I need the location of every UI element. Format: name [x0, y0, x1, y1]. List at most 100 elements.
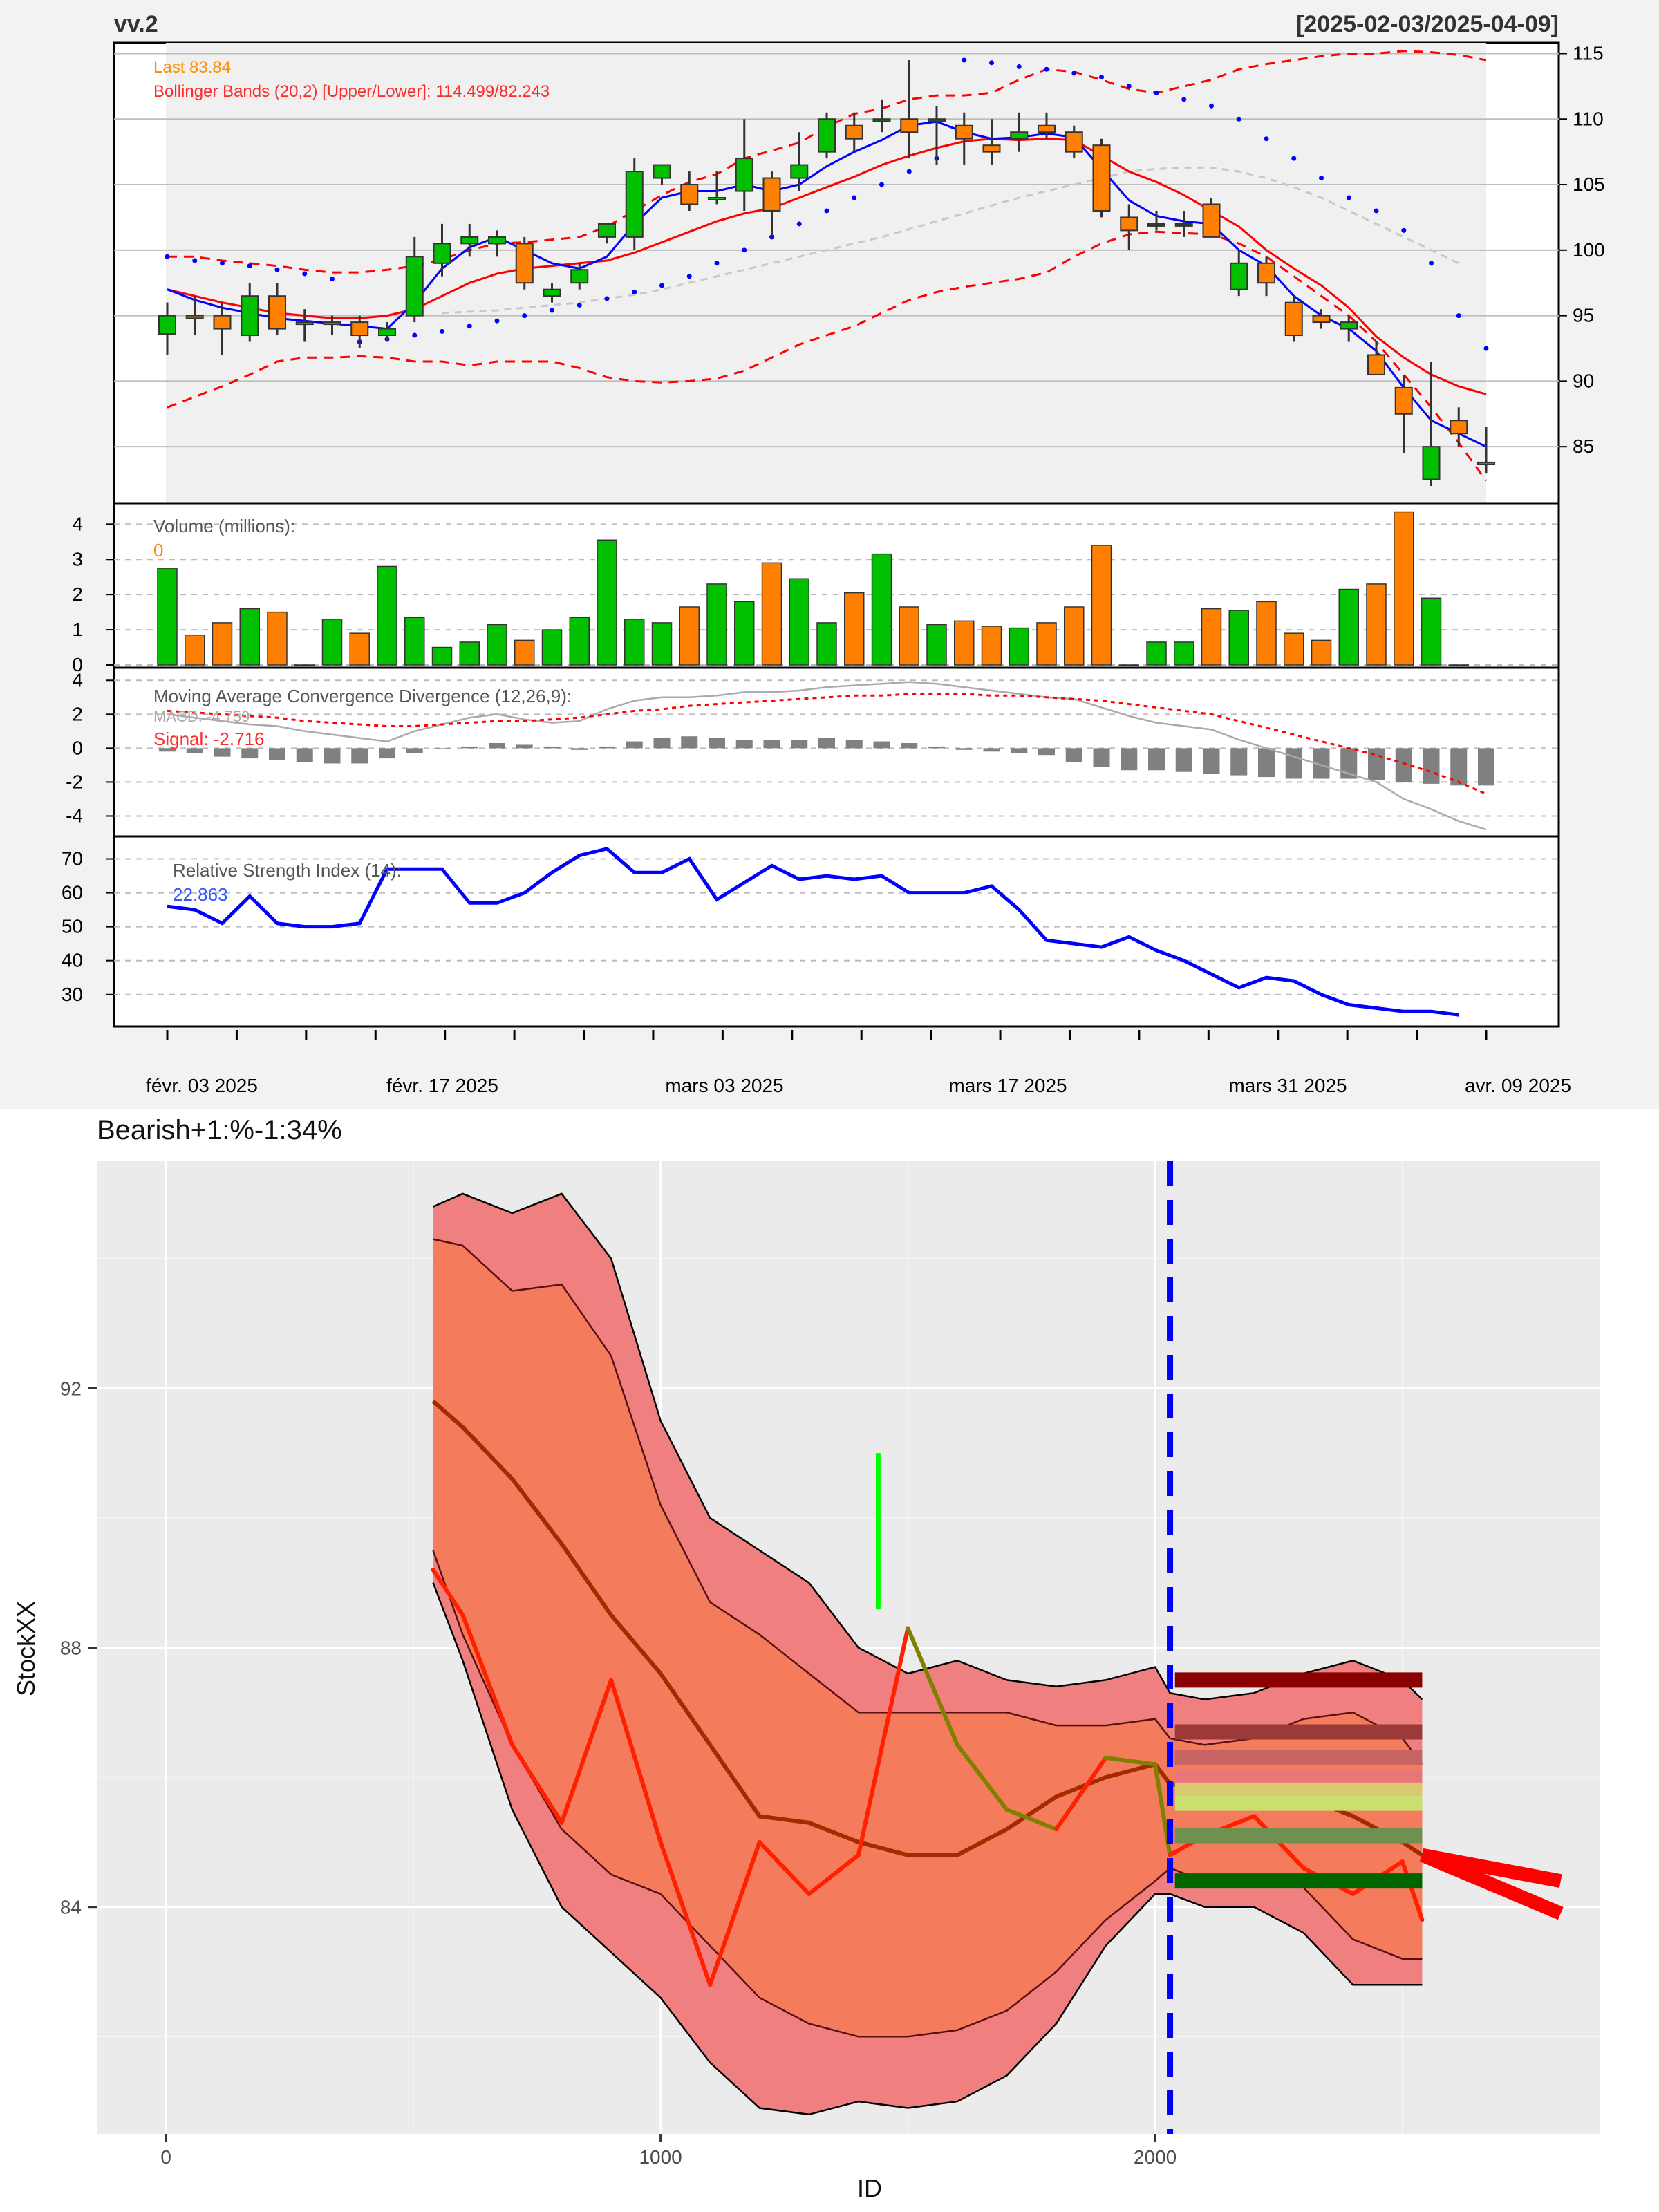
sar-dot	[302, 271, 308, 276]
volume-bar	[1228, 610, 1249, 666]
volume-bar	[761, 562, 782, 666]
candle-body	[1010, 131, 1029, 140]
sar-dot	[1374, 208, 1379, 214]
forecast-levels	[1167, 1161, 1564, 2134]
macd-histogram-bar	[1258, 748, 1275, 778]
sar-dot	[962, 57, 967, 63]
price-segment	[431, 1567, 465, 1618]
macd-histogram-bar	[1230, 748, 1248, 776]
sar-dot	[632, 289, 637, 294]
macd-histogram-bar	[269, 748, 285, 760]
candle-body	[1174, 223, 1193, 227]
sar-dot	[1071, 71, 1077, 76]
macd-histogram-bar	[406, 748, 423, 753]
price-segment	[708, 1839, 762, 1987]
candle-body	[1202, 203, 1221, 238]
volume-bar	[1421, 597, 1442, 666]
macd-lines	[167, 681, 1487, 831]
sar-dot	[165, 254, 170, 259]
price-tick-label: 85	[1573, 435, 1594, 457]
candle-body	[928, 118, 946, 122]
volume-bar	[431, 646, 453, 666]
volume-tick-label: 3	[72, 548, 83, 570]
date-tick-label: mars 03 2025	[665, 1075, 783, 1096]
volume-bar	[1448, 664, 1469, 666]
price-segment	[906, 1626, 959, 1747]
sar-dot	[550, 308, 554, 313]
macd-histogram-bar	[791, 740, 808, 749]
volume-tick-label: 1	[72, 619, 83, 640]
macd-histogram-bar	[1093, 748, 1110, 767]
volume-bar	[1036, 622, 1057, 666]
macd-histogram-bar	[1285, 748, 1302, 779]
macd-histogram-bar	[763, 740, 780, 749]
macd-line	[167, 681, 1487, 831]
macd-histogram-bar	[873, 741, 890, 749]
candle-body	[1147, 223, 1165, 227]
candle-body	[213, 315, 232, 330]
price-segment	[1103, 1755, 1158, 1767]
last-price-label: Last 83.84	[153, 58, 231, 77]
rsi-panel: 30 40 50 60 70 Relative Strength Index (14):…	[62, 835, 1560, 1028]
sar-dot	[906, 169, 912, 174]
volume-bar	[597, 539, 617, 666]
macd-histogram-bar	[1395, 748, 1412, 782]
sar-dot	[1016, 64, 1022, 69]
volume-bar	[1118, 664, 1139, 666]
signal-label: Signal: -2.716	[153, 729, 264, 749]
candle-body	[295, 321, 314, 326]
macd-histogram-bar	[901, 743, 918, 749]
candle-body	[241, 295, 259, 337]
candle-body	[762, 177, 781, 212]
sar-dot	[1044, 66, 1049, 72]
sar-dot	[412, 332, 418, 338]
candle-body	[488, 236, 506, 245]
volume-bar	[624, 619, 645, 666]
rsi-grid	[114, 858, 1559, 995]
sar-dot	[604, 296, 610, 301]
macd-tick-label: 0	[72, 737, 83, 758]
candle-body	[982, 144, 1001, 153]
top-chart-title: vv.2	[114, 11, 158, 37]
candle-body	[1120, 216, 1138, 232]
macd-tick-label: -2	[66, 771, 83, 792]
bottom-chart-title: Bearish+1:%-1:34%	[97, 1115, 342, 1145]
volume-bar	[514, 639, 535, 666]
rsi-path	[167, 847, 1459, 1017]
candle-body	[1230, 262, 1248, 290]
macd-tick-label: 4	[72, 669, 83, 691]
volume-bar	[1394, 511, 1414, 666]
price-tick-label: 115	[1573, 42, 1604, 64]
candle-body	[653, 164, 671, 179]
sar-dot	[1346, 195, 1351, 200]
price-shade	[166, 43, 1486, 503]
candle-body	[1257, 262, 1275, 284]
sar-dot	[1401, 227, 1407, 233]
volume-bar	[321, 619, 343, 666]
sar-dot	[1181, 97, 1187, 102]
volume-bar	[954, 620, 975, 666]
sar-dot	[879, 182, 884, 187]
rsi-value: 22.863	[173, 884, 228, 905]
price-tick-label: 95	[1573, 305, 1594, 326]
rsi-line	[167, 847, 1459, 1017]
candle-body	[625, 171, 644, 238]
volume-bar	[679, 606, 700, 666]
macd-histogram-bar	[599, 746, 615, 749]
volume-tick-label: 0	[72, 654, 83, 675]
rsi-tick-label: 70	[62, 848, 83, 870]
bottom-y-tick-label: 84	[60, 1897, 82, 1918]
candle-body	[1477, 461, 1495, 465]
macd-histogram-bar	[1011, 748, 1028, 753]
volume-bar	[294, 664, 315, 666]
rsi-axis: 30 40 50 60 70	[62, 848, 114, 1005]
macd-histogram-bar	[681, 736, 698, 749]
candle-body	[378, 328, 396, 337]
rsi-tick-label: 50	[62, 916, 83, 937]
macd-histogram-bar	[818, 738, 835, 749]
macd-histogram-bar	[653, 738, 671, 749]
candle-body	[1422, 446, 1441, 480]
bollinger-lower-line	[167, 230, 1488, 482]
price-candles	[158, 59, 1495, 487]
sar-dot	[577, 302, 582, 308]
